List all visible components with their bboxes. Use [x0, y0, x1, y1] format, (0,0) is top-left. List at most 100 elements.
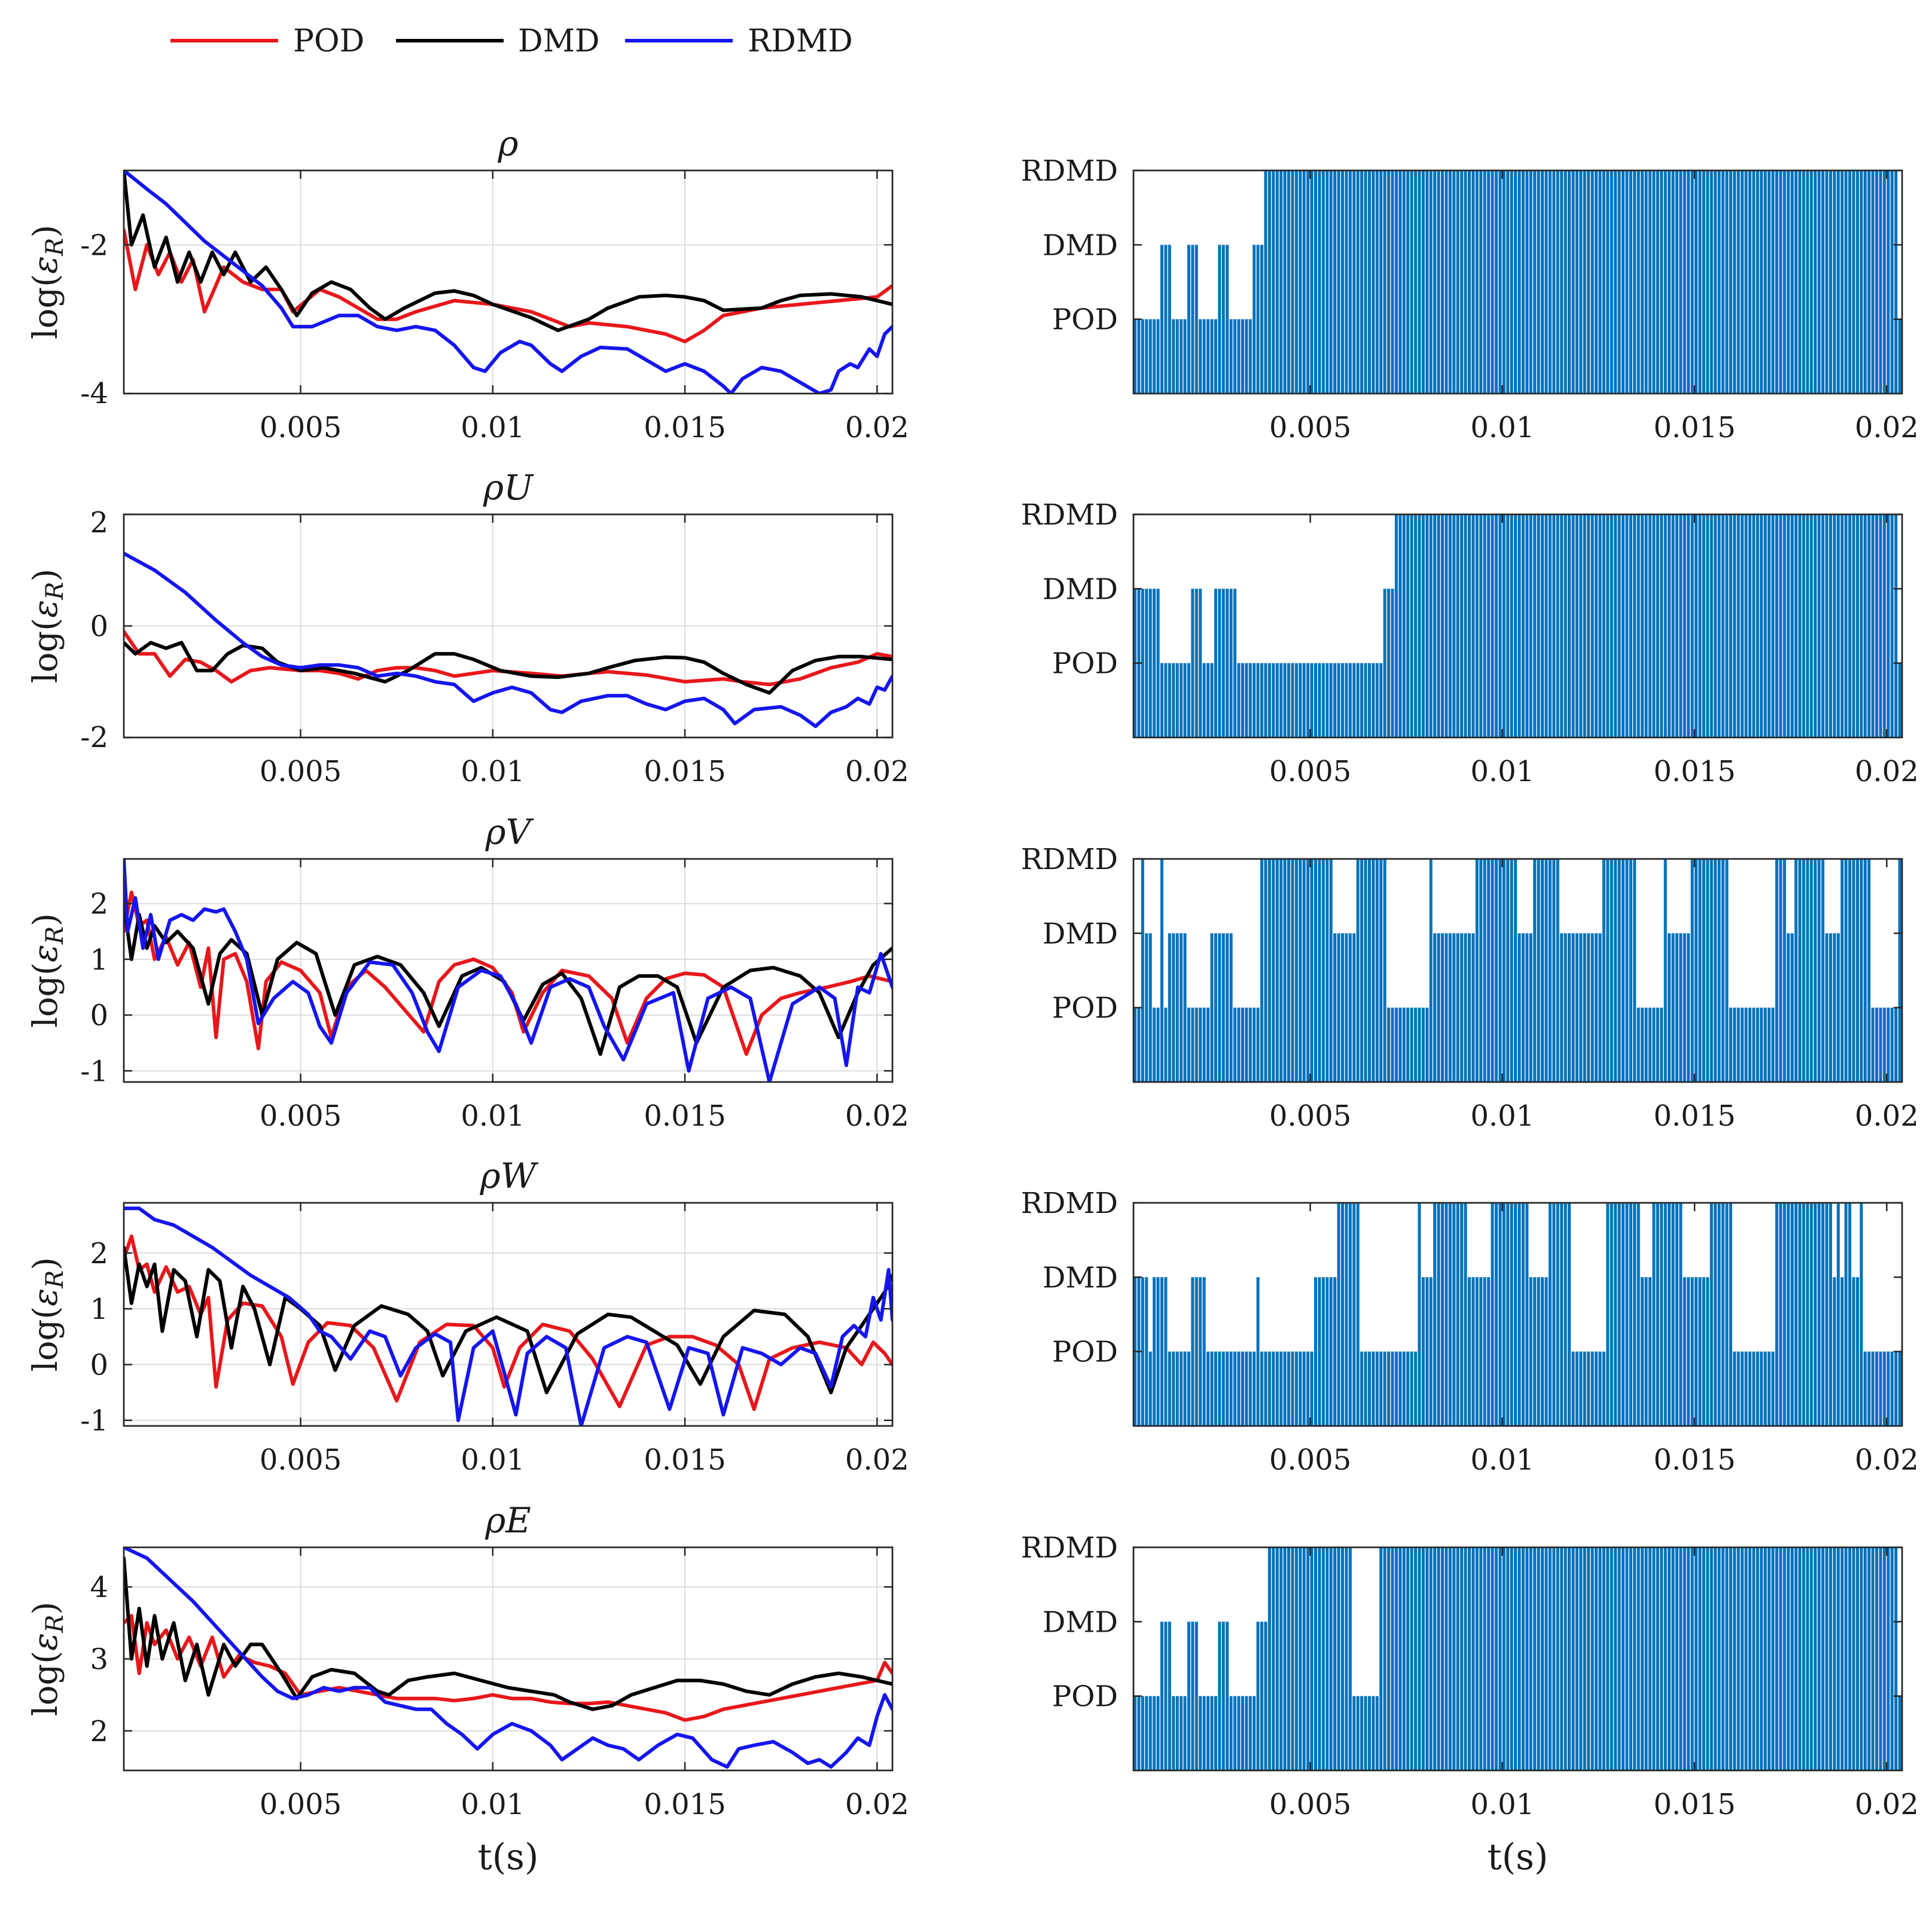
mode-bar [1256, 1277, 1260, 1426]
mode-bar [1272, 170, 1275, 394]
mode-bar [1456, 1547, 1459, 1770]
mode-bar [1709, 1203, 1713, 1426]
x-tick-label: 0.01 [461, 1788, 525, 1821]
mode-bar [1629, 1203, 1632, 1426]
mode-bar [1202, 663, 1206, 737]
mode-bar [1725, 1547, 1729, 1770]
mode-bar [1460, 933, 1464, 1082]
mode-bar [1544, 514, 1548, 737]
mode-bar [1233, 1007, 1237, 1082]
mode-bar [1690, 1547, 1694, 1770]
mode-bar [1668, 170, 1671, 394]
mode-bar [1483, 170, 1486, 394]
mode-bar [1709, 859, 1713, 1082]
mode-bar [1736, 1547, 1740, 1770]
mode-bar [1560, 170, 1564, 394]
mode-bar [1844, 1547, 1848, 1770]
mode-bar [1821, 170, 1825, 394]
mode-bar [1548, 1547, 1552, 1770]
mode-bar [1506, 514, 1510, 737]
mode-bar [1379, 1351, 1383, 1426]
mode-panel-3: 0.005 0.01 0.015 0.02 POD DMD RDMD [1021, 843, 1919, 1133]
mode-bar [1571, 1547, 1575, 1770]
mode-bar [1260, 1351, 1264, 1426]
mode-bar [1414, 1547, 1418, 1770]
mode-bar [1287, 1351, 1291, 1426]
mode-bar [1145, 1277, 1148, 1426]
mode-bar [1318, 1547, 1321, 1770]
mode-bar [1537, 170, 1540, 394]
mode-bar [1660, 170, 1663, 394]
mode-bar [1744, 1547, 1748, 1770]
mode-bar [1314, 663, 1317, 737]
mode-bar [1641, 170, 1644, 394]
mode-bar [1229, 1351, 1233, 1426]
mode-bar [1168, 245, 1171, 394]
mode-bar [1168, 1622, 1171, 1770]
mode-bar [1756, 1351, 1759, 1426]
mode-bar [1663, 1203, 1667, 1426]
mode-bar [1798, 859, 1802, 1082]
mode-bar [1814, 1203, 1817, 1426]
mode-bar [1860, 514, 1863, 737]
y-axis-label: log(εR) [26, 1602, 69, 1716]
mode-bar [1898, 1696, 1901, 1770]
mode-bar [1410, 1547, 1413, 1770]
mode-bar [1172, 933, 1175, 1082]
mode-bar [1652, 170, 1656, 394]
mode-bar [1375, 170, 1379, 394]
mode-bar [1879, 1007, 1882, 1082]
mode-bar [1714, 170, 1717, 394]
mode-bar [1663, 859, 1667, 1082]
mode-bar [1337, 170, 1340, 394]
mode-bar [1160, 859, 1163, 1082]
mode-bar [1621, 514, 1625, 737]
mode-bar [1894, 170, 1898, 394]
mode-bar [1660, 1007, 1663, 1082]
mode-bar [1494, 514, 1498, 737]
mode-bar [1283, 859, 1287, 1082]
mode-bar [1352, 933, 1356, 1082]
y-tick-label: RDMD [1021, 843, 1118, 876]
mode-bar [1621, 1203, 1625, 1426]
x-tick-label: 0.015 [644, 1443, 726, 1477]
mode-bar [1406, 1547, 1410, 1770]
mode-bar [1183, 319, 1187, 394]
mode-bar [1698, 514, 1702, 737]
mode-bar [1194, 1622, 1198, 1770]
mode-bar [1387, 1007, 1391, 1082]
mode-bar [1875, 1351, 1879, 1426]
mode-bar [1141, 319, 1144, 394]
mode-bar [1194, 1277, 1198, 1426]
mode-bar [1748, 1351, 1752, 1426]
mode-bar [1806, 1547, 1809, 1770]
mode-bar [1855, 514, 1859, 737]
mode-bar [1206, 1351, 1210, 1426]
mode-bar [1318, 170, 1321, 394]
mode-bar [1510, 1203, 1513, 1426]
mode-bar [1882, 1351, 1886, 1426]
mode-bar [1467, 514, 1471, 737]
mode-bar [1529, 1547, 1532, 1770]
mode-bar [1199, 319, 1202, 394]
mode-bar [1564, 1203, 1567, 1426]
mode-bar [1391, 1351, 1394, 1426]
mode-bar [1714, 514, 1717, 737]
mode-bar [1229, 589, 1233, 737]
mode-bar [1556, 1547, 1559, 1770]
y-tick-label: DMD [1043, 228, 1118, 262]
mode-bar [1187, 1622, 1190, 1770]
mode-bar [1863, 1351, 1867, 1426]
mode-bar [1253, 1007, 1256, 1082]
series-line-rdmd [124, 1206, 892, 1426]
mode-bar [1852, 1547, 1855, 1770]
mode-bar [1237, 1007, 1241, 1082]
y-tick-label: -1 [80, 1404, 108, 1438]
mode-bar [1695, 514, 1698, 737]
mode-bar [1194, 1007, 1198, 1082]
mode-bar [1652, 1547, 1656, 1770]
mode-bar [1133, 319, 1137, 394]
mode-bar [1844, 859, 1848, 1082]
mode-bar [1863, 1547, 1867, 1770]
mode-bar [1590, 933, 1594, 1082]
